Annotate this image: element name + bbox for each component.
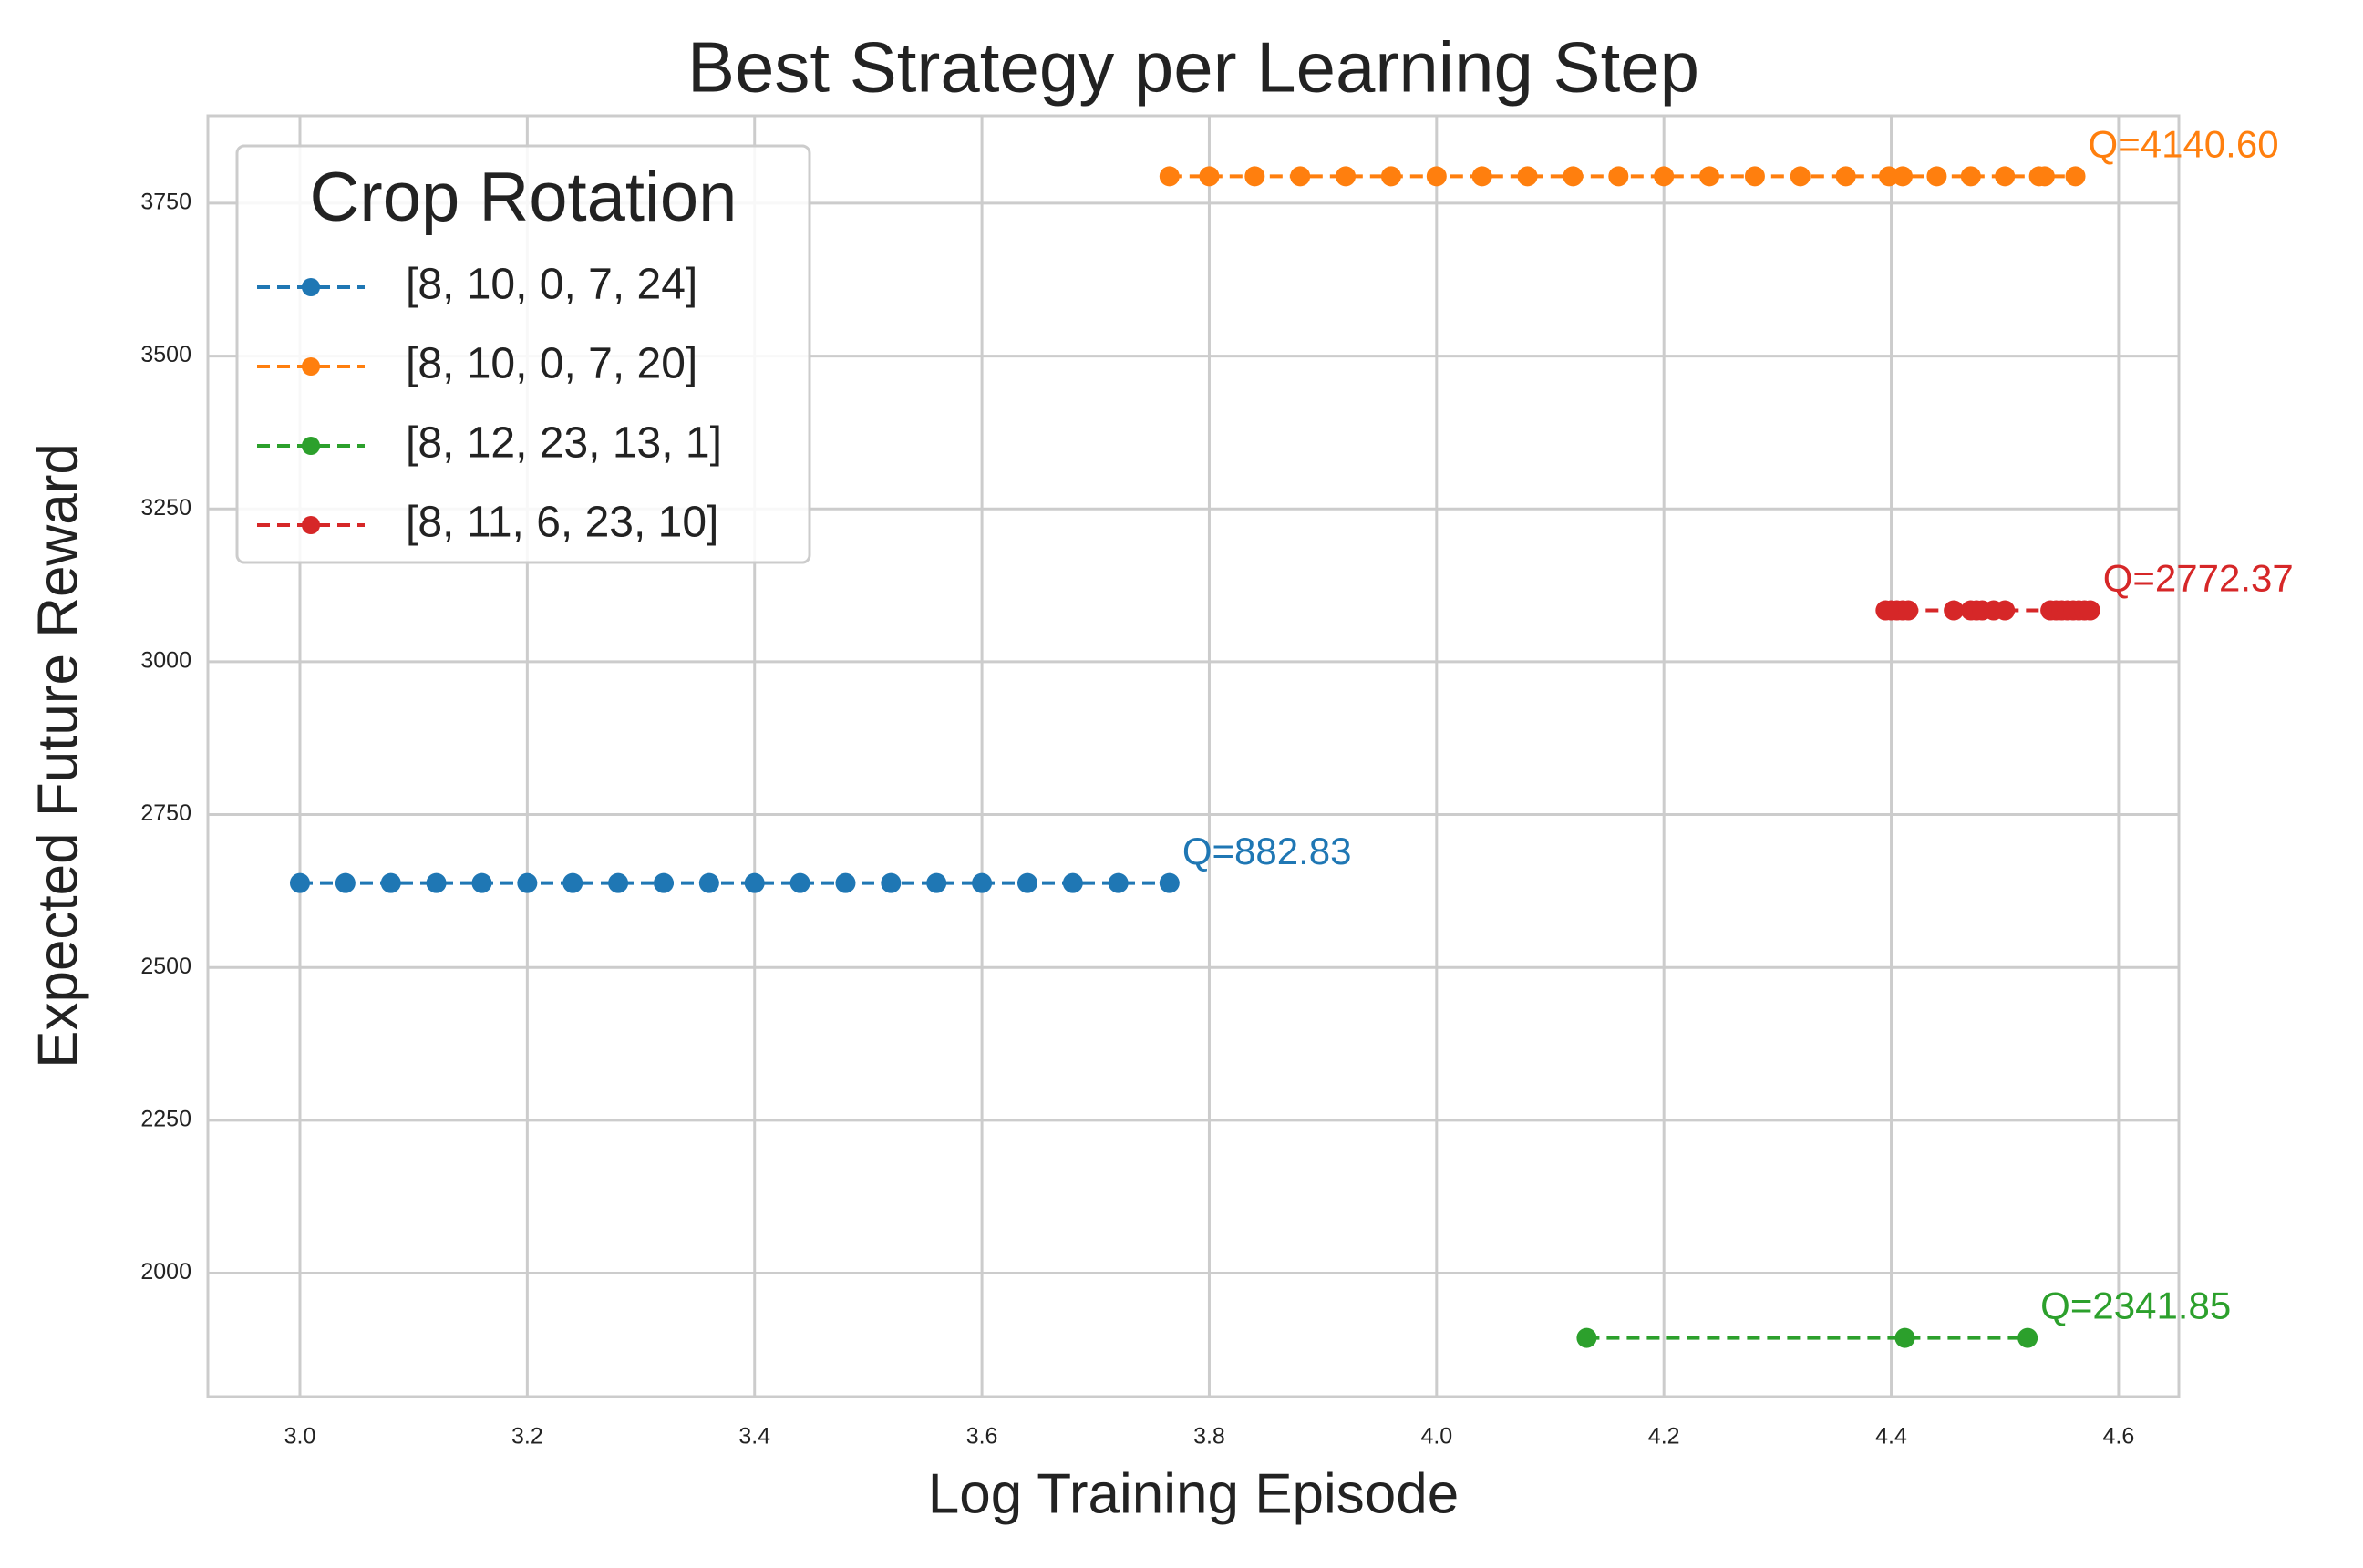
data-point <box>1835 166 1856 187</box>
data-point <box>1576 1327 1597 1348</box>
x-tick-label: 3.6 <box>966 1424 998 1449</box>
data-point <box>653 872 674 893</box>
y-tick-label: 2750 <box>140 800 191 826</box>
data-point <box>972 872 993 893</box>
y-tick-label: 2000 <box>140 1259 191 1284</box>
legend-box <box>235 144 811 564</box>
y-tick-label: 3500 <box>140 342 191 367</box>
legend-label: [8, 12, 23, 13, 1] <box>406 419 722 468</box>
y-axis-label: Expected Future Reward <box>26 443 89 1068</box>
data-point <box>1926 166 1947 187</box>
x-tick-label: 3.2 <box>511 1424 543 1449</box>
y-tick-label: 2250 <box>140 1106 191 1131</box>
legend-label: [8, 10, 0, 7, 24] <box>406 261 697 309</box>
data-point <box>562 872 583 893</box>
data-point <box>1654 166 1675 187</box>
legend-swatch-marker <box>302 278 320 296</box>
data-point <box>1336 166 1357 187</box>
data-point <box>1199 166 1220 187</box>
legend-title: Crop Rotation <box>310 159 738 236</box>
data-point <box>1244 166 1265 187</box>
x-tick-label: 4.6 <box>2103 1424 2135 1449</box>
data-point <box>1699 166 1720 187</box>
x-tick-label: 3.0 <box>284 1424 316 1449</box>
legend-swatch-marker <box>302 437 320 455</box>
annotation: Q=2341.85 <box>2040 1284 2231 1327</box>
data-point <box>2079 600 2100 621</box>
data-point <box>926 872 947 893</box>
data-point <box>2065 166 2086 187</box>
chart-title: Best Strategy per Learning Step <box>687 27 1699 108</box>
data-point <box>2034 166 2055 187</box>
data-point <box>1960 166 1981 187</box>
annotation: Q=882.83 <box>1182 830 1352 872</box>
data-point <box>1898 600 1919 621</box>
data-point <box>380 872 401 893</box>
data-point <box>426 872 447 893</box>
data-point <box>517 872 538 893</box>
x-tick-label: 4.2 <box>1648 1424 1680 1449</box>
data-point <box>1380 166 1401 187</box>
x-tick-label: 4.4 <box>1875 1424 1907 1449</box>
data-point <box>1744 166 1765 187</box>
data-point <box>789 872 810 893</box>
data-point <box>608 872 629 893</box>
data-point <box>1159 166 1180 187</box>
x-tick-label: 4.0 <box>1420 1424 1452 1449</box>
data-point <box>1995 166 2016 187</box>
data-point <box>1062 872 1083 893</box>
data-point <box>835 872 856 893</box>
data-point <box>1016 872 1037 893</box>
x-axis-label: Log Training Episode <box>928 1462 1460 1525</box>
y-tick-label: 3000 <box>140 647 191 673</box>
data-point <box>1608 166 1629 187</box>
data-point <box>698 872 719 893</box>
legend-label: [8, 11, 6, 23, 10] <box>406 499 718 547</box>
data-point <box>881 872 902 893</box>
annotation: Q=4140.60 <box>2089 122 2279 165</box>
data-point <box>2017 1327 2038 1348</box>
data-point <box>289 872 310 893</box>
data-point <box>1517 166 1538 187</box>
data-point <box>1995 600 2016 621</box>
legend-label: [8, 10, 0, 7, 20] <box>406 340 697 388</box>
data-point <box>1893 166 1914 187</box>
data-point <box>335 872 356 893</box>
data-point <box>1790 166 1811 187</box>
x-tick-label: 3.4 <box>738 1424 770 1449</box>
data-point <box>1426 166 1447 187</box>
legend-swatch-marker <box>302 357 320 376</box>
data-point <box>744 872 765 893</box>
data-point <box>1159 872 1180 893</box>
y-tick-label: 2500 <box>140 954 191 979</box>
data-point <box>471 872 492 893</box>
y-tick-label: 3250 <box>140 495 191 521</box>
data-point <box>1471 166 1492 187</box>
plot-frame <box>206 114 2181 1398</box>
data-point <box>1108 872 1129 893</box>
data-point <box>1563 166 1584 187</box>
y-tick-label: 3750 <box>140 190 191 215</box>
data-point <box>1944 600 1965 621</box>
data-point <box>1894 1327 1915 1348</box>
data-point <box>1290 166 1311 187</box>
legend-swatch-marker <box>302 516 320 534</box>
x-tick-label: 3.8 <box>1193 1424 1225 1449</box>
annotation: Q=2772.37 <box>2103 557 2294 600</box>
